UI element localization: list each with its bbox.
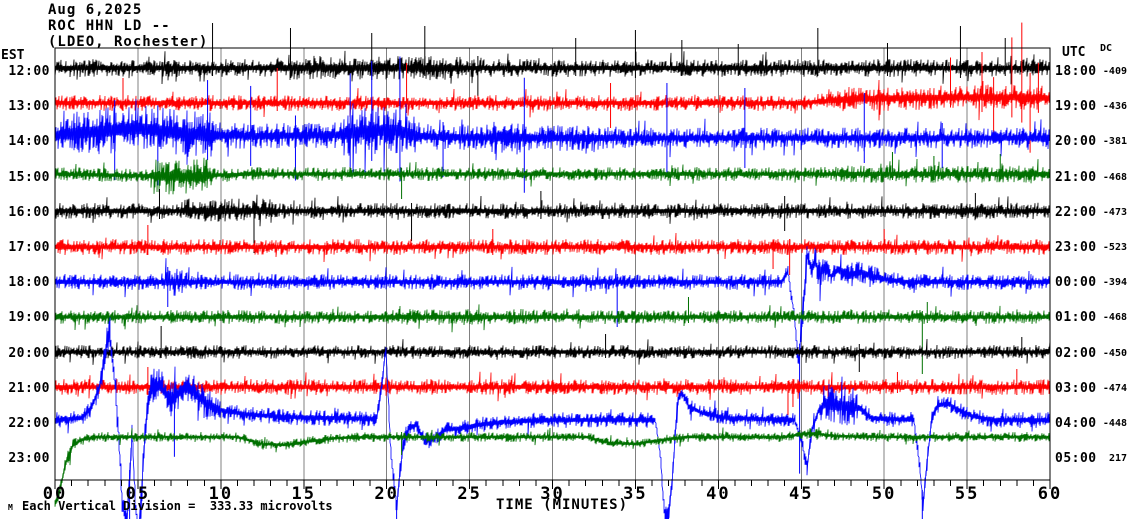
minute-label: 05 xyxy=(125,484,151,504)
utc-hour-label: 20:00 xyxy=(1055,134,1097,150)
dc-value: -473 xyxy=(1102,206,1127,218)
est-hour-label: 14:00 xyxy=(8,134,50,150)
est-header: EST xyxy=(1,48,25,63)
title-date: Aug 6,2025 xyxy=(48,2,143,18)
dc-value: -381 xyxy=(1102,136,1127,148)
dc-value: -450 xyxy=(1102,347,1127,359)
est-hour-label: 18:00 xyxy=(8,275,50,291)
minute-label: 35 xyxy=(623,484,648,504)
utc-hour-label: 19:00 xyxy=(1055,99,1097,115)
est-hour-label: 19:00 xyxy=(8,310,50,326)
est-hour-label: 22:00 xyxy=(8,416,50,431)
minute-label: 15 xyxy=(291,484,316,504)
minute-label: 60 xyxy=(1037,484,1063,504)
title-station: ROC HHN LD -- xyxy=(48,18,171,34)
dc-value: -448 xyxy=(1102,418,1127,429)
x-axis-title: TIME (MINUTES) xyxy=(495,497,629,513)
est-hour-label: 17:00 xyxy=(8,240,50,255)
dc-value: -468 xyxy=(1102,171,1127,183)
watermark-glyph: M xyxy=(8,503,13,512)
dc-value: -468 xyxy=(1102,312,1127,324)
utc-hour-label: 05:00 xyxy=(1055,451,1097,467)
dc-header: DC xyxy=(1100,43,1113,54)
dc-value: -394 xyxy=(1102,277,1127,289)
utc-hour-label: 21:00 xyxy=(1055,169,1097,185)
est-hour-label: 12:00 xyxy=(8,64,50,79)
dc-value: -409 xyxy=(1102,66,1127,77)
est-hour-label: 15:00 xyxy=(8,169,50,185)
minute-label: 25 xyxy=(457,484,482,504)
utc-hour-label: 01:00 xyxy=(1055,310,1097,326)
est-hour-label: 13:00 xyxy=(8,99,50,115)
est-hour-label: 16:00 xyxy=(8,204,50,220)
minute-label: 20 xyxy=(374,484,399,504)
est-hour-label: 21:00 xyxy=(8,380,50,396)
minute-label: 40 xyxy=(706,484,731,504)
dc-value: -523 xyxy=(1102,242,1127,253)
minute-label: 45 xyxy=(789,484,814,504)
est-hour-label: 20:00 xyxy=(8,345,50,361)
minute-label: 30 xyxy=(540,484,565,504)
minute-label: 10 xyxy=(208,484,234,504)
minute-label: 55 xyxy=(954,484,980,504)
dc-value: 217 xyxy=(1108,453,1127,465)
utc-hour-label: 04:00 xyxy=(1055,416,1097,431)
utc-hour-label: 02:00 xyxy=(1055,345,1097,361)
utc-hour-label: 00:00 xyxy=(1055,275,1097,291)
utc-hour-label: 23:00 xyxy=(1055,240,1097,255)
utc-hour-label: 18:00 xyxy=(1055,64,1097,79)
utc-hour-label: 03:00 xyxy=(1055,380,1097,396)
est-hour-label: 23:00 xyxy=(8,451,50,467)
utc-hour-label: 22:00 xyxy=(1055,204,1097,220)
dc-value: -474 xyxy=(1102,382,1127,394)
utc-header: UTC xyxy=(1062,45,1086,60)
minute-label: 50 xyxy=(871,484,897,504)
title-network: (LDEO, Rochester) xyxy=(48,34,209,50)
scale-note: Each Vertical Division = 333.33 microvol… xyxy=(22,499,333,513)
dc-value: -436 xyxy=(1102,101,1127,113)
minute-label: 00 xyxy=(42,484,68,504)
